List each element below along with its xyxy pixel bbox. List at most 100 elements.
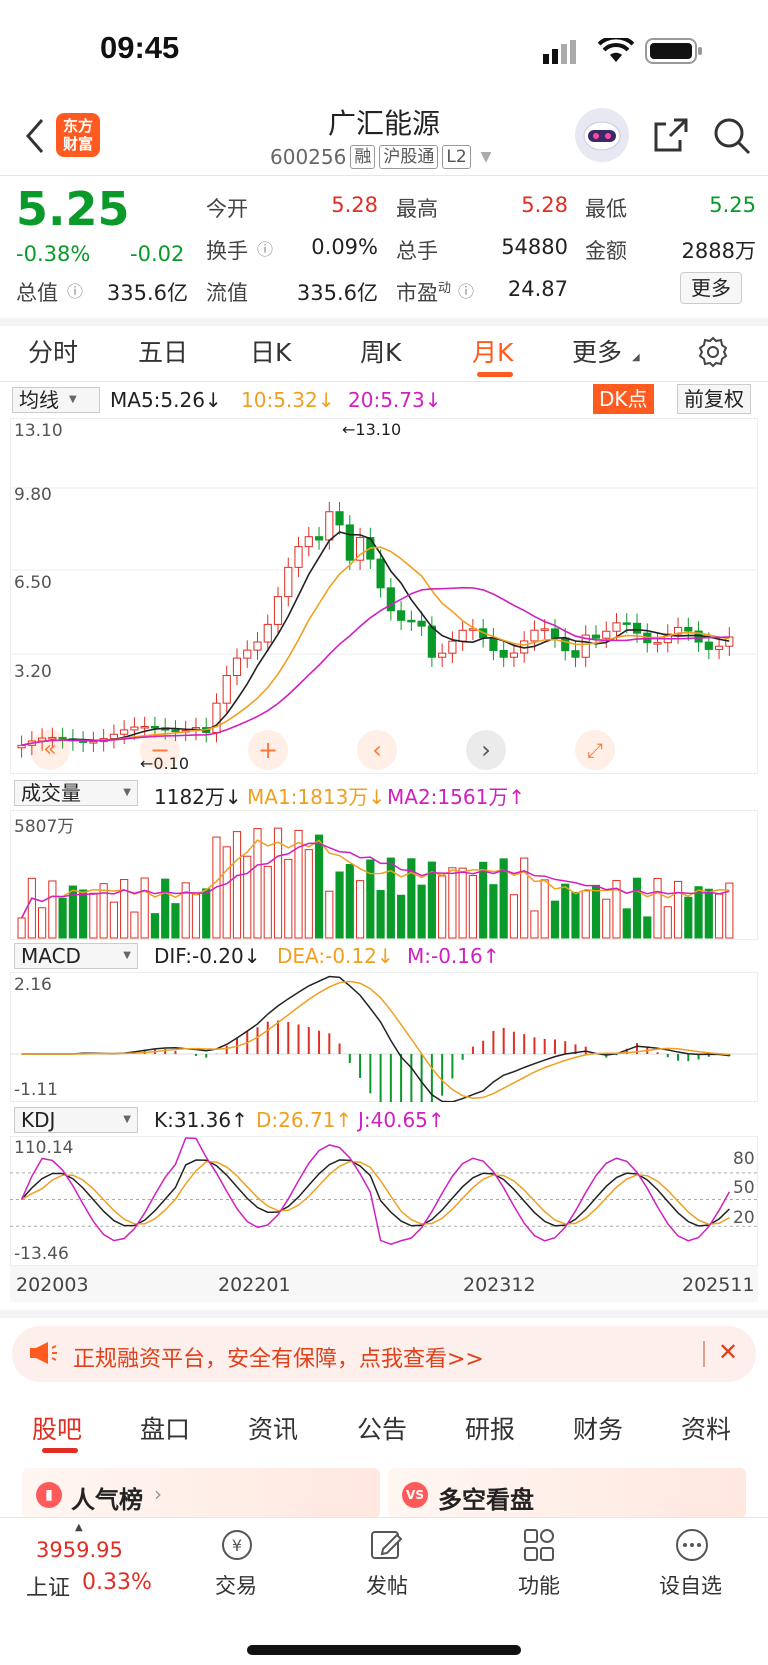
macd-selector[interactable]: MACD ▼: [14, 943, 138, 969]
wifi-icon: [597, 35, 635, 68]
tab-daily[interactable]: 日K: [250, 338, 292, 367]
post-icon[interactable]: [369, 1527, 405, 1567]
ma-selector[interactable]: 均线 ▼: [12, 387, 100, 413]
zoom-out-icon[interactable]: −: [140, 730, 180, 770]
tab-weekly[interactable]: 周K: [360, 338, 402, 367]
kdj-y-bottom: -13.46: [14, 1244, 69, 1264]
volume-bar: [622, 908, 631, 939]
settings-icon[interactable]: [697, 336, 729, 372]
high-label: 最高: [396, 197, 438, 221]
tab-announcements[interactable]: 公告: [357, 1415, 408, 1444]
volume-bar: [120, 879, 129, 939]
section-gap: [0, 318, 768, 326]
kdj-level-80: 80: [733, 1149, 755, 1169]
dea-line: [21, 980, 730, 1099]
function-icon[interactable]: [522, 1527, 558, 1567]
zoom-in-icon[interactable]: +: [248, 730, 288, 770]
volume-bar: [243, 855, 252, 939]
search-icon[interactable]: [712, 116, 752, 160]
adjust-button[interactable]: 前复权: [677, 384, 751, 414]
caret-up-icon: ▲: [75, 1522, 83, 1533]
back-icon[interactable]: [22, 116, 46, 160]
volume-bar: [714, 893, 724, 939]
candle-body: [222, 675, 231, 704]
volume-bar: [694, 886, 703, 939]
volume-bar: [643, 916, 652, 939]
more-button[interactable]: 更多: [680, 272, 742, 304]
chevron-down-icon[interactable]: ▼: [480, 149, 492, 165]
candle-body: [109, 733, 118, 740]
nav-function[interactable]: 功能: [518, 1574, 560, 1598]
tab-orderbook[interactable]: 盘口: [140, 1415, 191, 1444]
tab-finance[interactable]: 财务: [573, 1415, 624, 1444]
rewind-icon[interactable]: «: [30, 730, 70, 770]
ma10-legend: 10:5.32↓: [241, 388, 335, 412]
volume-bar: [386, 857, 395, 939]
trade-icon[interactable]: ¥: [217, 1527, 257, 1567]
prev-icon[interactable]: ‹: [357, 730, 397, 770]
y-label: 13.10: [14, 421, 63, 441]
volume-bar: [171, 903, 180, 939]
info-icon[interactable]: ⓘ: [257, 240, 274, 259]
kdj-level-50: 50: [733, 1178, 755, 1198]
tab-5day[interactable]: 五日: [138, 338, 189, 367]
volume-bar: [232, 831, 242, 939]
index-change[interactable]: 0.33%: [82, 1570, 152, 1595]
close-icon[interactable]: ✕: [718, 1338, 739, 1366]
tab-forum[interactable]: 股吧: [32, 1415, 83, 1444]
kline-chart[interactable]: [10, 418, 758, 774]
dk-point-button[interactable]: DK点: [593, 384, 654, 414]
candle-body: [704, 641, 713, 650]
macd-y-top: 2.16: [14, 975, 52, 995]
next-icon[interactable]: ›: [466, 730, 506, 770]
info-icon[interactable]: ⓘ: [458, 282, 475, 301]
volume-bar: [304, 849, 313, 939]
volume-bar: [181, 882, 190, 939]
nav-trade[interactable]: 交易: [215, 1574, 257, 1598]
total-value: 335.6亿: [106, 281, 188, 305]
banner-text[interactable]: 正规融资平台，安全有保障，点我查看>>: [73, 1347, 484, 1372]
x-label: 202201: [218, 1274, 291, 1296]
candle-body: [438, 652, 447, 658]
tab-monthly[interactable]: 月K: [472, 338, 514, 367]
bull-bear-card[interactable]: [388, 1468, 746, 1518]
float-label: 流值: [206, 281, 248, 305]
candle-body: [632, 622, 642, 634]
x-label: 202312: [463, 1274, 536, 1296]
nav-post[interactable]: 发帖: [366, 1574, 408, 1598]
candle-body: [130, 726, 139, 731]
expand-icon[interactable]: ⤢: [575, 730, 615, 770]
last-price: 5.25: [16, 182, 130, 236]
more-dots-icon[interactable]: [673, 1527, 711, 1567]
volume-bar: [561, 883, 570, 939]
volume-bar: [314, 834, 324, 939]
share-icon[interactable]: [652, 116, 690, 158]
dif-line: [21, 975, 730, 1102]
section-gap: [0, 1310, 768, 1318]
index-value[interactable]: 3959.95: [36, 1538, 123, 1562]
candle-body: [150, 725, 160, 729]
promo-banner[interactable]: [12, 1326, 756, 1382]
robot-avatar-icon[interactable]: [575, 108, 629, 162]
kdj-selector[interactable]: KDJ ▼: [14, 1107, 138, 1133]
candle-body: [171, 729, 180, 733]
volume-bar: [355, 880, 365, 939]
volume-bar: [202, 888, 211, 939]
popularity-card[interactable]: [22, 1468, 380, 1518]
tab-more[interactable]: 更多: [572, 338, 623, 367]
volume-bar: [612, 880, 621, 939]
tab-profile[interactable]: 资料: [681, 1415, 732, 1444]
tab-intraday[interactable]: 分时: [28, 338, 79, 367]
volume-selector[interactable]: 成交量 ▼: [14, 780, 138, 806]
tab-research[interactable]: 研报: [465, 1415, 516, 1444]
candle-body: [397, 610, 406, 621]
candle-body: [304, 536, 313, 548]
index-name[interactable]: 上证: [26, 1576, 71, 1601]
nav-watchlist[interactable]: 设自选: [659, 1574, 722, 1598]
macd-m: M:-0.16↑: [407, 944, 500, 968]
volume-bar: [99, 883, 108, 939]
volume-ma1: MA1:1813万↓: [247, 785, 386, 809]
tab-news[interactable]: 资讯: [248, 1415, 299, 1444]
stock-name: 广汇能源: [327, 107, 440, 140]
info-icon[interactable]: ⓘ: [67, 282, 84, 301]
